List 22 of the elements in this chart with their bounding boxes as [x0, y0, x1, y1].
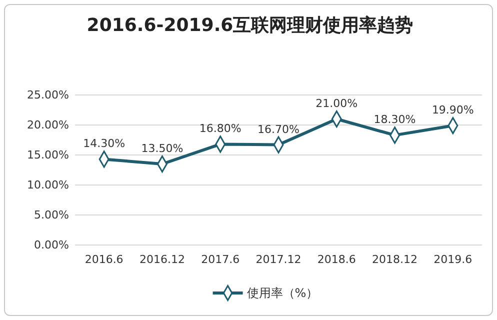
x-tick-label: 2017.12	[256, 252, 302, 266]
y-tick-label: 25.00%	[27, 88, 69, 102]
y-tick-label: 0.00%	[34, 238, 69, 252]
legend-label: 使用率（%）	[246, 286, 318, 300]
data-label: 21.00%	[316, 97, 358, 110]
chart-title: 2016.6-2019.6互联网理财使用率趋势	[86, 14, 414, 38]
x-tick-label: 2017.6	[201, 252, 240, 266]
x-tick-label: 2018.12	[372, 252, 418, 266]
y-tick-label: 10.00%	[27, 178, 69, 192]
data-label: 14.30%	[83, 137, 126, 150]
y-tick-label: 20.00%	[27, 118, 69, 132]
data-label: 16.70%	[258, 122, 300, 136]
data-label: 19.90%	[432, 104, 474, 117]
data-label: 16.80%	[199, 122, 242, 136]
x-tick-label: 2016.6	[84, 252, 124, 266]
data-label: 13.50%	[141, 142, 184, 155]
y-tick-label: 15.00%	[27, 148, 69, 162]
x-tick-label: 2018.6	[317, 252, 356, 266]
data-label: 18.30%	[374, 113, 416, 126]
y-tick-label: 5.00%	[34, 208, 69, 222]
x-tick-label: 2016.12	[139, 252, 185, 266]
x-tick-label: 2019.6	[434, 252, 472, 266]
